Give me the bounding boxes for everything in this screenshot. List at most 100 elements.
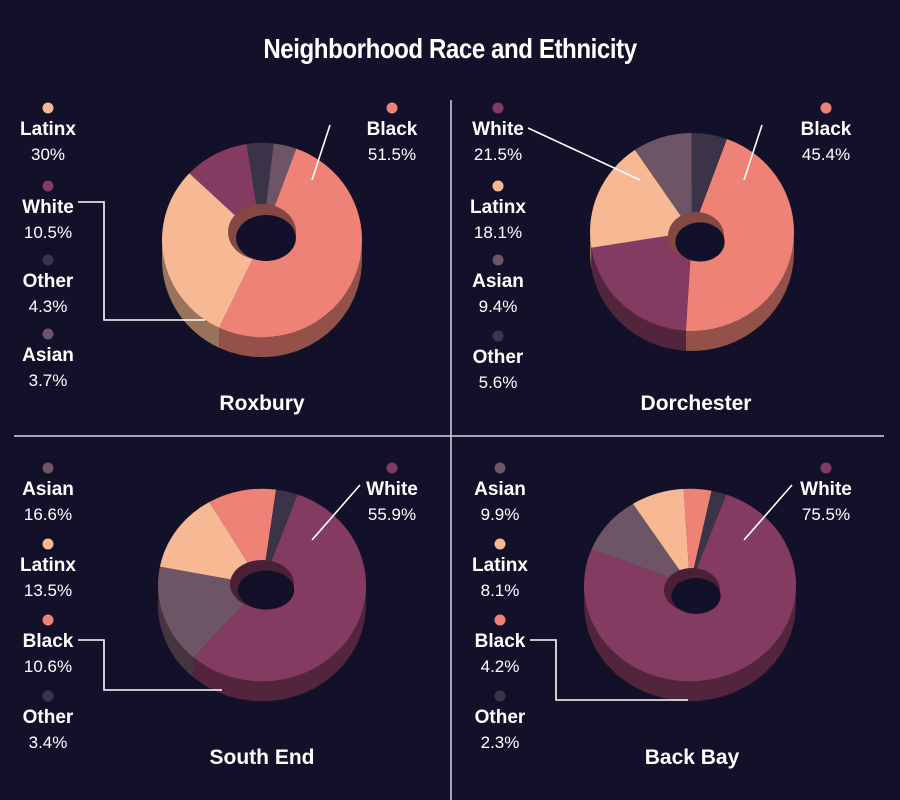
leader-line-white	[527, 127, 641, 181]
legend-dot-black	[820, 102, 832, 114]
slice-label-latinx: Latinx	[470, 197, 526, 218]
donut-panel-dorchester: Black 45.4% White 21.5% Latinx 18.1% Asian 9.4%…	[470, 102, 852, 415]
donut-slice-other-roxbury	[246, 142, 274, 240]
slice-value-latinx: 8.1%	[481, 581, 520, 600]
panel-title-south-end: South End	[210, 746, 315, 769]
slice-value-black: 45.4%	[802, 145, 850, 164]
leader-line-black	[530, 639, 688, 701]
legend-dot-black	[494, 614, 506, 626]
donut-slice-latinx-back-bay	[632, 488, 690, 585]
chart-title: Neighborhood Race and Ethnicity	[263, 33, 637, 64]
slice-label-black: Black	[801, 119, 852, 140]
legend-dot-other	[492, 330, 504, 342]
legend-dot-other	[42, 690, 54, 702]
donut-side-white-south-end	[193, 588, 366, 702]
leader-line-black	[743, 124, 763, 181]
legend-dot-other	[42, 254, 54, 266]
donut-hole	[671, 577, 721, 615]
panel-title-back-bay: Back Bay	[645, 746, 740, 769]
slice-label-white: White	[800, 479, 852, 500]
donut-side-asian-south-end	[158, 580, 194, 678]
donut-hole	[675, 222, 725, 262]
donut-slice-latinx-roxbury	[161, 173, 262, 328]
leader-line-black	[311, 124, 331, 181]
legend-dot-latinx	[492, 180, 504, 192]
slice-value-asian: 3.7%	[29, 371, 68, 390]
slice-value-asian: 9.9%	[481, 505, 520, 524]
legend-dot-asian	[494, 462, 506, 474]
slice-label-other: Other	[473, 347, 524, 368]
slice-value-latinx: 13.5%	[24, 581, 72, 600]
slice-value-other: 4.3%	[29, 297, 68, 316]
leader-line-white	[311, 484, 361, 541]
slice-value-asian: 16.6%	[24, 505, 72, 524]
legend-dot-white	[492, 102, 504, 114]
legend-dot-black	[386, 102, 398, 114]
legend-dot-asian	[42, 462, 54, 474]
slice-label-other: Other	[23, 707, 74, 728]
donut-slice-other-back-bay	[690, 490, 727, 585]
leader-line-white	[78, 201, 205, 321]
donut-slice-black-back-bay	[683, 488, 712, 585]
panel-title-dorchester: Dorchester	[641, 392, 752, 415]
slice-label-latinx: Latinx	[20, 555, 76, 576]
slice-label-black: Black	[475, 631, 526, 652]
donut-slice-asian-back-bay	[591, 503, 690, 585]
slice-label-other: Other	[475, 707, 526, 728]
donut-slice-white-dorchester	[591, 232, 692, 331]
slice-label-black: Black	[23, 631, 74, 652]
legend-dot-latinx	[494, 538, 506, 550]
donut-hole	[237, 570, 295, 610]
slice-label-other: Other	[23, 271, 74, 292]
leader-line-black	[78, 639, 222, 691]
slice-value-white: 10.5%	[24, 223, 72, 242]
donut-side-white-back-bay	[584, 580, 796, 701]
slice-label-asian: Asian	[472, 271, 524, 292]
legend-dot-black	[42, 614, 54, 626]
panel-title-roxbury: Roxbury	[219, 392, 305, 415]
slice-value-other: 3.4%	[29, 733, 68, 752]
slice-value-white: 75.5%	[802, 505, 850, 524]
donut-slice-latinx-dorchester	[590, 149, 692, 248]
donut-slice-latinx-south-end	[159, 501, 262, 585]
slice-value-other: 5.6%	[479, 373, 518, 392]
donut-side-latinx-dorchester	[590, 227, 592, 268]
slice-label-asian: Asian	[22, 345, 74, 366]
slice-label-latinx: Latinx	[20, 119, 76, 140]
donut-panel-back-bay: White 75.5% Asian 9.9% Latinx 8.1% Black 4.2% Ot…	[472, 462, 852, 769]
slice-label-white: White	[472, 119, 524, 140]
slice-label-white: White	[366, 479, 418, 500]
slice-value-black: 4.2%	[481, 657, 520, 676]
donut-side-black-dorchester	[685, 232, 794, 351]
donut-side-white-dorchester	[591, 247, 686, 351]
slice-label-white: White	[22, 197, 74, 218]
donut-panel-roxbury: Black 51.5% Latinx 30% White 10.5% Other 4.3% As…	[20, 102, 418, 415]
slice-value-latinx: 30%	[31, 145, 65, 164]
slice-label-black: Black	[367, 119, 418, 140]
donut-side-black-roxbury	[219, 244, 362, 358]
legend-dot-white	[820, 462, 832, 474]
slice-label-asian: Asian	[474, 479, 526, 500]
legend-dot-asian	[42, 328, 54, 340]
slice-value-white: 21.5%	[474, 145, 522, 164]
slice-value-black: 51.5%	[368, 145, 416, 164]
slice-value-latinx: 18.1%	[474, 223, 522, 242]
donut-hole	[236, 215, 296, 261]
leader-line-white	[743, 484, 793, 541]
slice-label-latinx: Latinx	[472, 555, 528, 576]
slice-value-asian: 9.4%	[479, 297, 518, 316]
legend-dot-latinx	[42, 538, 54, 550]
slice-label-asian: Asian	[22, 479, 74, 500]
legend-dot-latinx	[42, 102, 54, 114]
donut-slice-asian-dorchester	[634, 133, 692, 232]
slice-value-black: 10.6%	[24, 657, 72, 676]
donut-panel-south-end: White 55.9% Asian 16.6% Latinx 13.5% Black 10.6…	[20, 462, 418, 769]
legend-dot-other	[494, 690, 506, 702]
legend-dot-white	[42, 180, 54, 192]
legend-dot-asian	[492, 254, 504, 266]
donut-slice-other-dorchester	[691, 133, 727, 232]
donut-slice-black-dorchester	[685, 138, 795, 332]
legend-dot-white	[386, 462, 398, 474]
slice-value-white: 55.9%	[368, 505, 416, 524]
